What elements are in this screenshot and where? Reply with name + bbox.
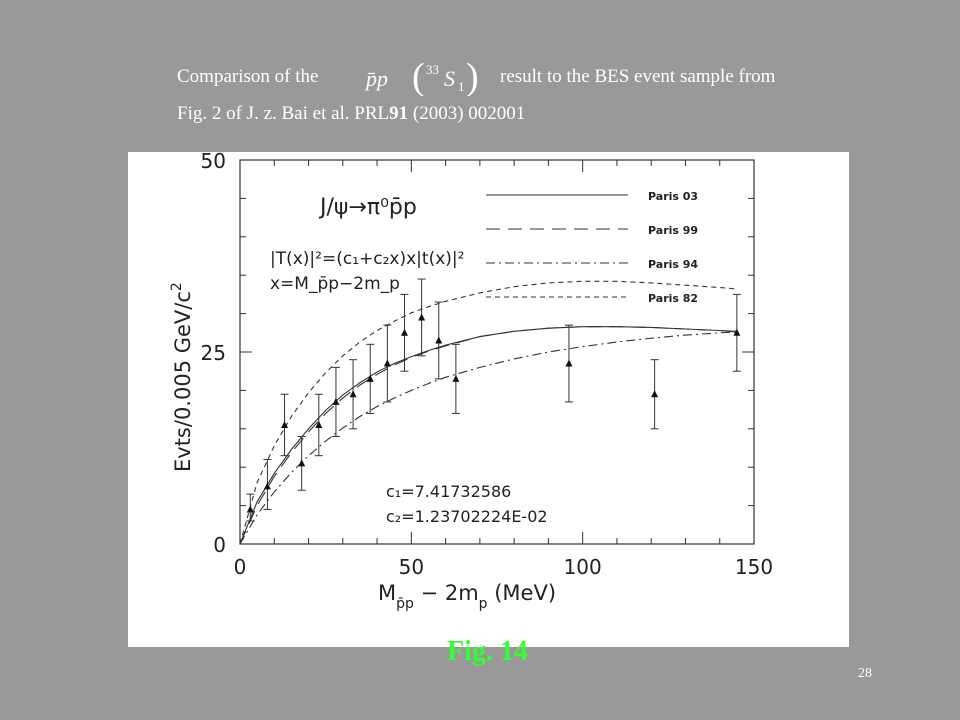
data-point-marker [452, 374, 460, 382]
formula-open-paren: ( [412, 56, 425, 96]
x-tick-label: 50 [399, 555, 424, 579]
data-points [246, 278, 741, 522]
data-point-marker [383, 359, 391, 367]
legend-label: Paris 94 [648, 258, 698, 271]
formula-main: p̄p [364, 66, 388, 91]
chart: Paris 03 Paris 99 Paris 94 Paris 82 0 50 100 1… [169, 152, 774, 612]
model-annotation-line1: |T(x)|²=(c₁+c₂x)x|t(x)|² [270, 249, 464, 269]
process-annotation: J/ψ→π⁰p̄p [318, 195, 417, 220]
formula-close-paren: ) [466, 56, 479, 96]
pp-33s1-formula: p̄p ( 33 S 1 ) [364, 56, 479, 96]
formula-paren-base: S [444, 66, 455, 91]
data-point-marker [435, 336, 443, 344]
data-point-marker [298, 459, 306, 467]
c1-annotation: c₁=7.41732586 [386, 482, 511, 501]
y-tick-label: 50 [201, 152, 226, 173]
axis-ticks [239, 159, 755, 545]
legend-label: Paris 03 [648, 190, 698, 203]
data-point-marker [400, 328, 408, 336]
legend-label: Paris 99 [648, 224, 698, 237]
page-number: 28 [858, 666, 872, 681]
figure-panel: Paris 03 Paris 99 Paris 94 Paris 82 0 50 100 1… [128, 152, 849, 647]
legend: Paris 03 Paris 99 Paris 94 Paris 82 [486, 190, 698, 305]
c2-annotation: c₂=1.23702224E-02 [386, 507, 548, 526]
data-point-marker [332, 397, 340, 405]
figure-label: Fig. 14 [447, 636, 528, 667]
caption-line1-start: Comparison of the [177, 66, 319, 87]
x-tick-label: 150 [735, 555, 773, 579]
axis-tick-labels: 0 50 100 150 0 25 50 [201, 152, 774, 579]
data-point-marker [418, 313, 426, 321]
series-line-paris-99 [239, 326, 737, 545]
data-point-marker [315, 420, 323, 428]
legend-label: Paris 82 [648, 292, 698, 305]
y-tick-label: 25 [201, 341, 226, 365]
data-point-marker [349, 390, 357, 398]
data-point-marker [733, 328, 741, 336]
data-point-marker [281, 420, 289, 428]
formula-paren-sup: 33 [426, 62, 439, 77]
data-point-marker [651, 390, 659, 398]
series-curves [239, 280, 737, 545]
data-point-marker [366, 374, 374, 382]
caption-line2-suffix: (2003) 002001 [408, 103, 526, 124]
caption-line2: Fig. 2 of J. z. Bai et al. PRL91 (2003) … [177, 103, 525, 125]
caption-volume: 91 [389, 103, 409, 124]
data-point-marker [246, 505, 254, 513]
data-point-marker [565, 359, 573, 367]
y-tick-label: 0 [213, 533, 226, 557]
caption-line2-prefix: Fig. 2 of J. z. Bai et al. PRL [177, 103, 390, 124]
data-point-marker [263, 482, 271, 490]
x-tick-label: 0 [234, 555, 247, 579]
y-axis-label: Evts/0.005 GeV/c2 [169, 282, 195, 472]
model-annotation-line2: x=M_p̄p−2m_p [270, 274, 400, 294]
caption-line1-end: result to the BES event sample from [500, 66, 776, 87]
series-line-paris-82 [239, 280, 737, 545]
formula-paren-sub: 1 [458, 79, 465, 94]
x-tick-label: 100 [564, 555, 602, 579]
x-axis-label: Mp̄p − 2mp (MeV) [378, 581, 556, 612]
